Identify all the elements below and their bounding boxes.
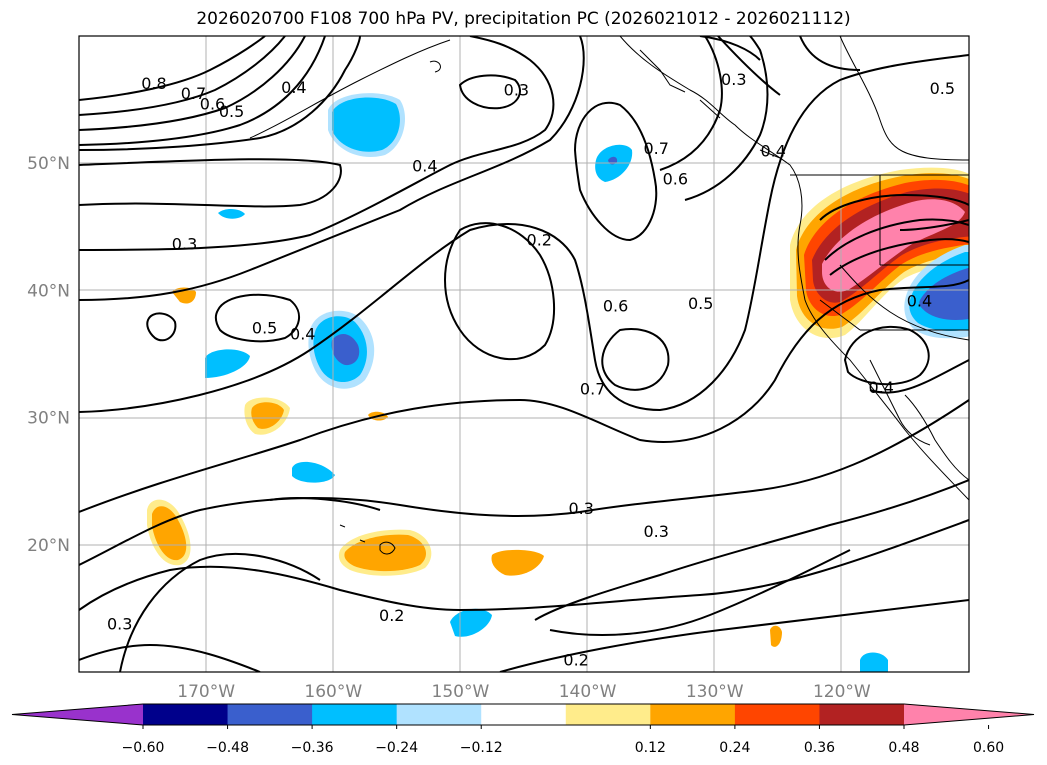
colorbar-segment [312, 704, 398, 725]
contour-labels: 0.80.70.60.50.4 0.30.40.3 0.20.5 0.40.6 0.50… [107, 70, 955, 669]
x-tick-labels: 170°W 160°W 150°W 140°W 130°W 120°W [177, 682, 871, 702]
precip-region-central-royal [331, 333, 360, 366]
colorbar-tick-label: 0.12 [635, 740, 666, 756]
contour-label: 0.3 [504, 80, 529, 99]
colorbar-segment [481, 704, 567, 725]
contour-label: 0.3 [644, 522, 669, 541]
colorbar-tick-label: 0.36 [804, 740, 835, 756]
plot-frame [78, 35, 970, 673]
contour-label: 0.7 [644, 139, 669, 158]
coastlines [249, 36, 969, 555]
y-tick-label: 50°N [27, 154, 70, 174]
contour-label: 0.4 [281, 78, 306, 97]
contour-label: 0.7 [580, 379, 605, 398]
colorbar: −0.60 −0.48 −0.36 −0.24 −0.12 0.12 0.24 0.36 0.4… [11, 703, 1035, 756]
x-tick-label: 160°W [304, 682, 362, 702]
precip-region-pos-e [491, 549, 544, 576]
colorbar-tick-label: 0.60 [973, 740, 1004, 756]
colorbar-segment [650, 704, 736, 725]
colorbar-segment [227, 704, 313, 725]
contour-label: 0.5 [252, 318, 277, 337]
contour-label: 0.8 [141, 74, 166, 93]
colorbar-tick-label: 0.48 [888, 740, 919, 756]
contour-label: 0.4 [907, 292, 932, 311]
y-tick-label: 40°N [27, 281, 70, 301]
contour-label: 0.6 [200, 94, 225, 113]
y-tick-label: 20°N [27, 536, 70, 556]
contour-label: 0.3 [721, 70, 746, 89]
y-tick-label: 30°N [27, 409, 70, 429]
precip-region-se-blue [860, 652, 888, 672]
colorbar-tick-label: −0.12 [460, 740, 503, 756]
contour-label: 0.4 [869, 378, 894, 397]
colorbar-segment [396, 704, 482, 725]
precip-region-west-us-pink [822, 199, 965, 292]
precip-region-small-north [218, 208, 245, 219]
colorbar-tick-label: 0.24 [719, 740, 750, 756]
contour-label: 0.5 [688, 294, 713, 313]
y-tick-labels: 20°N 30°N 40°N 50°N [27, 154, 70, 556]
contour-label: 0.6 [663, 169, 688, 188]
x-tick-label: 120°W [813, 682, 871, 702]
contour-label: 0.2 [379, 606, 404, 625]
contour-label: 0.5 [930, 79, 955, 98]
contour-label: 0.4 [290, 325, 315, 344]
colorbar-extend-min [12, 704, 143, 725]
contour-label: 0.5 [219, 102, 244, 121]
contour-label: 0.2 [563, 650, 588, 669]
colorbar-segment [734, 704, 820, 725]
precip-region-mid-blue [292, 461, 335, 483]
contour-label: 0.3 [107, 615, 132, 634]
contour-label: 0.2 [527, 231, 552, 250]
colorbar-extend-max [904, 704, 1034, 725]
precip-region-sw-us-royal [919, 268, 969, 320]
precip-region-pos-d [152, 506, 187, 561]
x-tick-label: 140°W [559, 682, 617, 702]
colorbar-tick-label: −0.36 [291, 740, 334, 756]
chart-title: 2026020700 F108 700 hPa PV, precipitatio… [196, 9, 851, 29]
colorbar-segment [819, 704, 905, 725]
colorbar-segment [143, 704, 229, 725]
contour-label: 0.4 [760, 141, 785, 160]
precip-region-west-blue [205, 349, 250, 378]
precip-region-pos-b [251, 402, 284, 429]
pv-contours [79, 36, 969, 672]
contour-label: 0.3 [568, 499, 593, 518]
precip-region-pos-f [770, 625, 782, 647]
contour-label: 0.7 [181, 84, 206, 103]
contour-label: 0.4 [412, 157, 437, 176]
x-tick-label: 130°W [686, 682, 744, 702]
colorbar-tick-label: −0.24 [375, 740, 418, 756]
precip-region-hawaii [344, 534, 427, 572]
colorbar-segment [565, 704, 651, 725]
contour-label: 0.6 [603, 297, 628, 316]
x-tick-label: 170°W [177, 682, 235, 702]
graticule [79, 36, 969, 672]
colorbar-tick-label: −0.48 [206, 740, 249, 756]
colorbar-tick-label: −0.60 [122, 740, 165, 756]
x-tick-label: 150°W [432, 682, 490, 702]
precip-region-goa-blue [332, 97, 400, 152]
contour-label: 0.3 [172, 234, 197, 253]
